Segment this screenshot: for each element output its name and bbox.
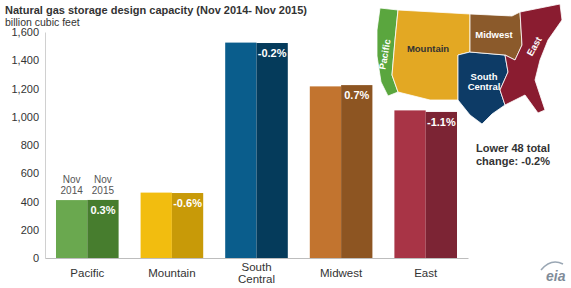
y-tick-label: 1,400 [11, 54, 39, 66]
change-label: -1.1% [427, 116, 456, 128]
x-tick-label: SouthCentral [238, 261, 275, 285]
bar [310, 86, 341, 258]
y-tick: 1,200 [11, 83, 45, 95]
bar [394, 110, 425, 258]
y-tick: 1,600 [11, 26, 45, 38]
chart: Natural gas storage design capacity (Nov… [0, 0, 571, 288]
annotation-line: change: -0.2% [476, 155, 550, 167]
x-tick: SouthCentral [238, 258, 275, 285]
map-label: Midwest [475, 29, 513, 40]
y-tick-label: 0 [33, 252, 39, 264]
map-region [470, 12, 522, 60]
bar [257, 43, 288, 258]
bar [172, 193, 203, 258]
logo: eia [541, 262, 566, 284]
x-tick: East [414, 258, 438, 279]
map-label: SouthCentral [468, 71, 501, 92]
y-tick: 200 [21, 224, 45, 236]
bar [87, 200, 118, 258]
y-tick-label: 200 [21, 224, 39, 236]
y-axis: 0 200 400 600 800 1,000 1,200 1,400 1,600 [11, 26, 45, 264]
bar [56, 200, 87, 258]
x-tick-label: Midwest [320, 267, 363, 279]
bar [225, 43, 256, 258]
x-tick-label: Pacific [70, 267, 104, 279]
y-tick: 1,400 [11, 54, 45, 66]
series-labels: Nov2014 Nov2015 [61, 174, 115, 196]
series-label: Nov2015 [92, 174, 115, 196]
change-label: -0.2% [258, 47, 287, 59]
x-tick-label: East [414, 267, 438, 279]
x-axis-line [46, 258, 469, 259]
y-tick-label: 1,000 [11, 111, 39, 123]
annotation-line: Lower 48 total [476, 142, 550, 154]
y-tick-label: 1,200 [11, 83, 39, 95]
y-tick-label: 400 [21, 196, 39, 208]
y-tick: 1,000 [11, 111, 45, 123]
title: Natural gas storage design capacity (Nov… [5, 4, 307, 16]
x-tick: Pacific [70, 258, 104, 279]
y-axis-line [45, 33, 46, 259]
x-tick: Midwest [320, 258, 363, 279]
y-tick: 800 [21, 139, 45, 151]
map-label: East [524, 34, 544, 58]
logo-text: eia [546, 268, 566, 284]
bar [141, 193, 172, 258]
map-region [500, 4, 562, 113]
map-label: Mountain [407, 43, 449, 54]
change-label: -0.6% [173, 197, 202, 209]
x-axis: Pacific Mountain SouthCentral Midwest East [46, 258, 469, 285]
y-tick: 600 [21, 167, 45, 179]
annotation: Lower 48 totalchange: -0.2% [476, 142, 550, 167]
bar [426, 112, 457, 258]
inset-map: Pacific Mountain SouthCentral Midwest East [376, 4, 562, 124]
x-tick: Mountain [148, 258, 195, 279]
change-label: 0.3% [90, 204, 115, 216]
change-label: 0.7% [344, 89, 369, 101]
y-tick: 0 [33, 252, 45, 264]
y-tick-label: 1,600 [11, 26, 39, 38]
y-tick: 400 [21, 196, 45, 208]
x-tick-label: Mountain [148, 267, 195, 279]
y-tick-label: 800 [21, 139, 39, 151]
map-label: Pacific [376, 38, 392, 70]
bar [341, 85, 372, 258]
y-tick-label: 600 [21, 167, 39, 179]
series-label: Nov2014 [61, 174, 84, 196]
